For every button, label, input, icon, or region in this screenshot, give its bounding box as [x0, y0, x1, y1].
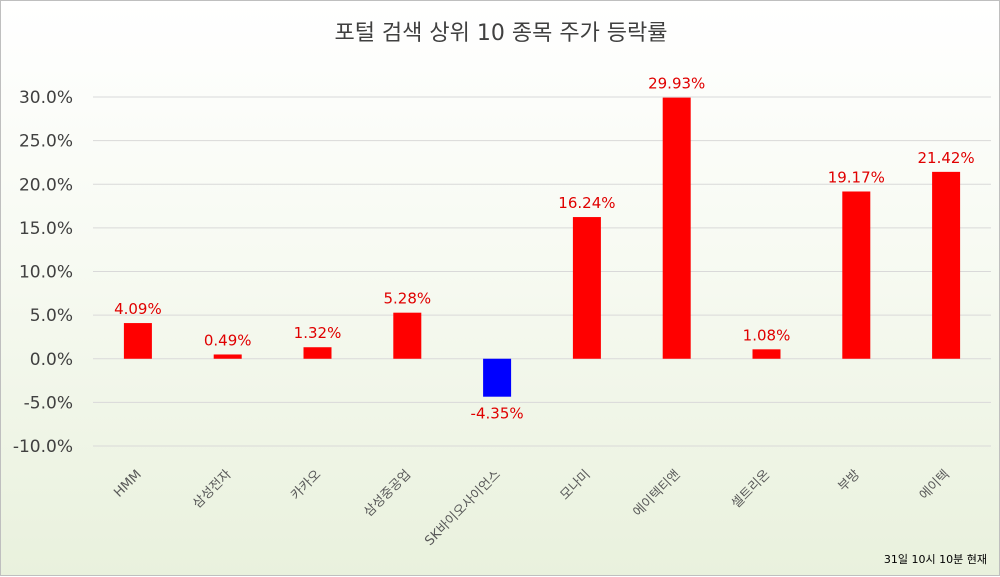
bar-3 [303, 347, 332, 359]
y-tick-label: -10.0% [13, 437, 73, 457]
bar-1 [123, 323, 152, 359]
data-label: 29.93% [648, 75, 705, 93]
y-tick-label: 20.0% [19, 175, 73, 195]
y-tick-label: 0.0% [30, 350, 73, 370]
bar-6 [572, 217, 601, 359]
x-category-label: 모나미 [558, 467, 594, 503]
bar-10 [932, 171, 961, 359]
chart-title: 포털 검색 상위 10 종목 주가 등락률 [334, 21, 668, 46]
x-category-label: 에이텍티앤 [631, 467, 684, 520]
bar-7 [662, 97, 691, 359]
data-label: 1.08% [743, 326, 791, 344]
data-label: 21.42% [917, 149, 974, 167]
y-tick-label: 25.0% [19, 132, 73, 152]
y-tick-label: 10.0% [19, 263, 73, 283]
timestamp-note: 31일 10시 10분 현재 [883, 553, 987, 566]
data-label: 4.09% [114, 300, 162, 318]
data-label: 0.49% [204, 331, 252, 349]
bar-5 [483, 358, 512, 397]
x-category-label: SK바이오사이언스 [422, 467, 504, 549]
bar-8 [752, 349, 781, 359]
x-category-label: 부방 [836, 467, 864, 495]
data-label: 1.32% [294, 324, 342, 342]
data-label: -4.35% [471, 405, 524, 423]
y-tick-label: 15.0% [19, 219, 73, 239]
x-category-label: 삼성전자 [190, 467, 234, 511]
y-tick-label: 30.0% [19, 88, 73, 108]
x-category-label: HMM [111, 467, 144, 500]
y-tick-label: -5.0% [24, 393, 73, 413]
bar-9 [842, 191, 871, 359]
bar-4 [393, 312, 422, 359]
x-category-label: 카카오 [288, 467, 324, 503]
data-label: 19.17% [828, 168, 885, 186]
data-label: 16.24% [558, 194, 615, 212]
x-category-label: 셀트리온 [729, 467, 773, 511]
y-tick-label: 5.0% [30, 306, 73, 326]
x-category-label: 삼성중공업 [361, 467, 414, 520]
x-category-label: 에이텍 [917, 467, 953, 503]
bar-2 [213, 354, 242, 359]
data-label: 5.28% [383, 290, 431, 308]
